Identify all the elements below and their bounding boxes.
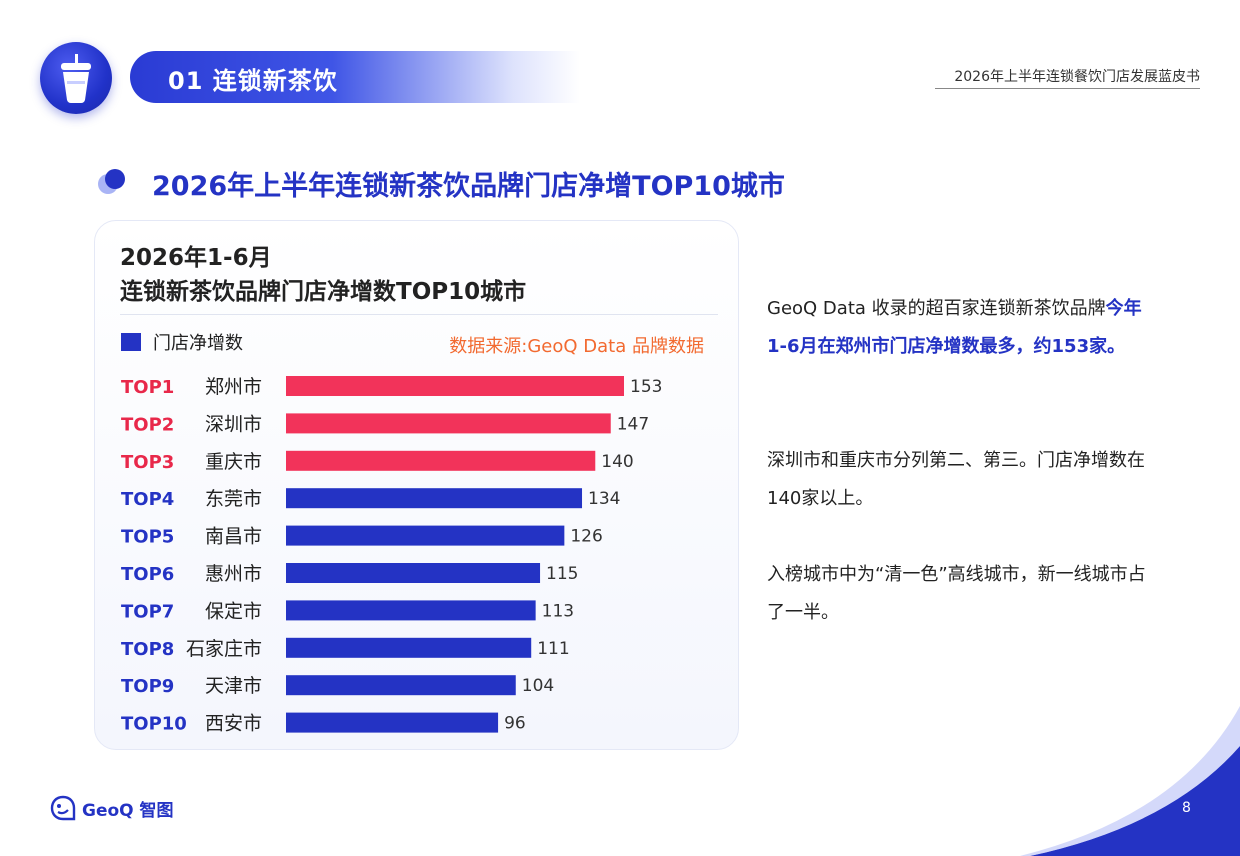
city-label: 郑州市: [205, 376, 262, 398]
value-label: 104: [522, 676, 554, 696]
bar: [286, 450, 596, 471]
rank-label: TOP10: [121, 714, 187, 735]
rank-label: TOP7: [121, 601, 174, 622]
bar: [286, 675, 516, 696]
chart-subtitle: 2026年1-6月: [120, 245, 272, 271]
rank-label: TOP3: [121, 452, 174, 473]
value-label: 96: [504, 714, 526, 734]
value-label: 153: [630, 377, 662, 397]
city-label: 西安市: [205, 713, 262, 735]
report-title: 2026年上半年连锁餐饮门店发展蓝皮书: [954, 69, 1200, 85]
chart-title: 连锁新茶饮品牌门店净增数TOP10城市: [120, 279, 527, 305]
value-label: 111: [537, 639, 569, 659]
section-title: 2026年上半年连锁新茶饮品牌门店净增TOP10城市: [152, 171, 785, 202]
rank-label: TOP2: [121, 414, 174, 435]
bar: [286, 637, 532, 658]
city-label: 石家庄市: [186, 638, 262, 660]
bar: [286, 413, 611, 434]
page-number: 8: [1182, 800, 1191, 816]
insight-1-highlight: 今年1-6月在郑州市门店净增数最多，约153家。: [767, 298, 1142, 357]
city-label: 天津市: [205, 675, 262, 697]
geoq-logo-icon: [50, 795, 76, 821]
chart-card: [94, 220, 739, 750]
value-label: 140: [601, 452, 633, 472]
header-divider: [935, 88, 1200, 89]
value-label: 147: [617, 414, 649, 434]
bar: [286, 600, 536, 621]
rank-label: TOP6: [121, 564, 174, 585]
rank-label: TOP4: [121, 489, 174, 510]
rank-label: TOP8: [121, 639, 174, 660]
bar: [286, 525, 565, 546]
bar: [286, 712, 499, 733]
geoq-logo: GeoQ 智图: [50, 793, 174, 823]
corner-decoration: [1020, 706, 1240, 856]
value-label: 115: [546, 564, 578, 584]
insight-paragraph-3: 入榜城市中为“清一色”高线城市，新一线城市占了一半。: [767, 564, 1146, 623]
insight-paragraph-1: GeoQ Data 收录的超百家连锁新茶饮品牌今年1-6月在郑州市门店净增数最多…: [767, 290, 1147, 366]
tea-cup-icon: [40, 42, 112, 114]
bar: [286, 563, 541, 583]
legend-label: 门店净增数: [153, 333, 243, 354]
insight-paragraph-2: 深圳市和重庆市分列第二、第三。门店净增数在140家以上。: [767, 450, 1145, 509]
logo-text: GeoQ 智图: [82, 800, 174, 821]
city-label: 惠州市: [205, 563, 262, 585]
rank-label: TOP5: [121, 527, 174, 548]
bullet-icon: [98, 169, 125, 194]
section-banner: 01 连锁新茶饮: [130, 51, 580, 103]
value-label: 113: [542, 601, 574, 621]
value-label: 134: [588, 489, 620, 509]
card-divider: [120, 314, 718, 315]
city-label: 深圳市: [205, 413, 262, 435]
bar: [286, 376, 624, 396]
legend-swatch: [121, 333, 141, 351]
banner-title: 01 连锁新茶饮: [168, 67, 338, 95]
insight-1-text: GeoQ Data 收录的超百家连锁新茶饮品牌: [767, 298, 1106, 319]
rank-label: TOP1: [121, 377, 174, 398]
city-label: 重庆市: [205, 451, 262, 473]
bar: [286, 488, 583, 509]
value-label: 126: [570, 527, 602, 547]
city-label: 东莞市: [205, 488, 262, 510]
data-source: 数据来源:GeoQ Data 品牌数据: [449, 336, 704, 357]
rank-label: TOP9: [121, 676, 174, 697]
city-label: 保定市: [205, 600, 262, 622]
city-label: 南昌市: [205, 526, 262, 548]
